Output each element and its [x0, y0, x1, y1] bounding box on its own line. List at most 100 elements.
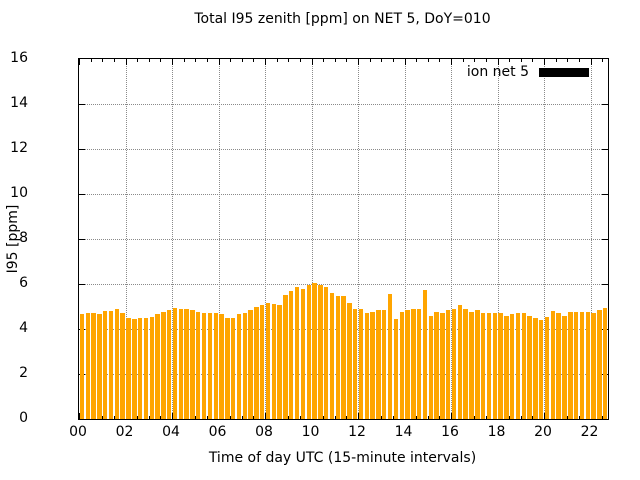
x-minor-tick — [114, 416, 115, 419]
bar — [602, 307, 608, 419]
x-minor-tick — [335, 416, 336, 419]
legend-swatch — [539, 67, 589, 77]
x-minor-tick — [277, 59, 278, 62]
x-minor-tick — [579, 416, 580, 419]
grid-line-h — [79, 149, 608, 150]
bar — [126, 317, 131, 419]
bar — [533, 317, 538, 419]
bar — [573, 312, 579, 419]
bar — [411, 308, 416, 419]
x-minor-tick — [416, 59, 417, 62]
x-minor-tick — [521, 416, 522, 419]
grid-line-v — [311, 59, 313, 419]
grid-line-v — [265, 59, 267, 419]
bar — [509, 314, 515, 419]
bar — [353, 308, 358, 419]
bar — [207, 313, 213, 419]
bar — [428, 315, 433, 419]
x-minor-tick — [556, 59, 557, 62]
x-tick-label: 08 — [255, 424, 273, 440]
bar — [323, 287, 329, 419]
x-minor-tick — [346, 416, 347, 419]
bar — [143, 317, 149, 419]
x-minor-tick — [288, 416, 289, 419]
x-minor-tick — [346, 59, 347, 62]
x-minor-tick — [242, 59, 243, 62]
y-tick-label: 14 — [10, 95, 28, 111]
bar — [201, 313, 207, 419]
bar — [562, 315, 567, 419]
grid-line-v — [404, 59, 406, 419]
x-minor-tick — [439, 416, 440, 419]
x-minor-tick — [486, 416, 487, 419]
bar — [260, 305, 265, 419]
bar — [393, 318, 399, 419]
x-major-tick — [451, 59, 452, 65]
y-tick-label: 16 — [10, 50, 28, 66]
x-major-tick — [591, 59, 592, 65]
bar — [97, 314, 102, 419]
bar — [79, 314, 85, 419]
x-tick-label: 16 — [441, 424, 459, 440]
x-minor-tick — [567, 416, 568, 419]
x-tick-label: 20 — [534, 424, 552, 440]
chart-title: Total I95 zenith [ppm] on NET 5, DoY=010 — [194, 11, 491, 27]
bar — [137, 317, 143, 419]
bar — [300, 288, 306, 419]
bar — [248, 309, 253, 419]
y-tick-label: 10 — [10, 185, 28, 201]
bar — [556, 313, 561, 419]
x-axis-label: Time of day UTC (15-minute intervals) — [208, 450, 477, 466]
bar — [149, 316, 154, 419]
bar — [405, 309, 410, 419]
x-minor-tick — [381, 416, 382, 419]
grid-line-v — [125, 59, 127, 419]
y-major-tick — [602, 239, 608, 240]
grid-line-v — [544, 59, 546, 419]
x-minor-tick — [474, 59, 475, 62]
grid-line-v — [172, 59, 173, 419]
bar — [196, 312, 201, 419]
x-tick-label: 18 — [487, 424, 506, 440]
bar — [318, 285, 323, 419]
x-minor-tick — [184, 59, 185, 62]
bar — [399, 312, 404, 419]
bar — [254, 306, 259, 419]
bar — [492, 313, 497, 419]
x-major-tick — [265, 413, 266, 419]
x-minor-tick — [323, 59, 324, 62]
x-minor-tick — [242, 416, 243, 419]
x-major-tick — [544, 59, 545, 65]
bar — [358, 308, 364, 419]
legend-label: ion net 5 — [466, 64, 529, 80]
bar — [114, 308, 120, 419]
x-minor-tick — [567, 59, 568, 62]
x-tick-label: 12 — [348, 424, 366, 440]
y-major-tick — [79, 284, 85, 285]
bar — [527, 315, 532, 419]
grid-line-h — [79, 239, 608, 240]
bar — [347, 303, 352, 419]
bar — [504, 315, 509, 419]
x-major-tick — [451, 413, 452, 419]
x-minor-tick — [137, 416, 138, 419]
bar — [480, 313, 486, 419]
bar — [178, 308, 184, 419]
grid-line-h — [79, 194, 608, 195]
x-minor-tick — [602, 416, 603, 419]
bar — [190, 309, 195, 419]
bar — [91, 313, 96, 419]
x-major-tick — [172, 413, 173, 419]
x-minor-tick — [137, 59, 138, 62]
bar — [294, 287, 300, 419]
x-minor-tick — [253, 59, 254, 62]
bar — [225, 317, 230, 419]
grid-line-v — [590, 59, 592, 419]
bar — [376, 309, 381, 419]
x-minor-tick — [532, 416, 533, 419]
bar — [161, 312, 166, 419]
bar — [451, 308, 457, 419]
bar — [312, 282, 317, 419]
bar — [108, 311, 114, 419]
x-minor-tick — [160, 59, 161, 62]
